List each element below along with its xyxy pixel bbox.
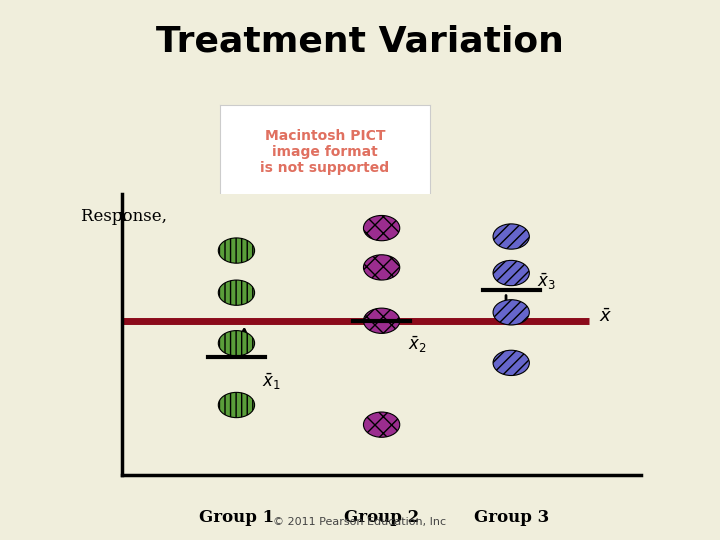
Text: Treatment Variation: Treatment Variation — [156, 24, 564, 58]
Ellipse shape — [493, 260, 529, 286]
Text: $\bar{x}_2$: $\bar{x}_2$ — [408, 335, 426, 355]
Ellipse shape — [218, 280, 255, 305]
Text: x: x — [118, 208, 127, 225]
Text: Group 3: Group 3 — [474, 509, 549, 526]
Text: $\bar{x}_3$: $\bar{x}_3$ — [537, 271, 556, 292]
Text: © 2011 Pearson Education, Inc: © 2011 Pearson Education, Inc — [274, 516, 446, 526]
Ellipse shape — [493, 350, 529, 375]
Ellipse shape — [364, 412, 400, 437]
Ellipse shape — [218, 393, 255, 417]
Ellipse shape — [364, 255, 400, 280]
Ellipse shape — [218, 330, 255, 356]
Text: Response,: Response, — [81, 208, 172, 225]
Ellipse shape — [493, 300, 529, 325]
Ellipse shape — [364, 215, 400, 241]
Text: Macintosh PICT
image format
is not supported: Macintosh PICT image format is not suppo… — [261, 129, 390, 176]
Ellipse shape — [364, 308, 400, 333]
Text: $\bar{x}$: $\bar{x}$ — [599, 308, 613, 326]
Text: $\bar{x}_1$: $\bar{x}_1$ — [262, 372, 282, 392]
Ellipse shape — [218, 238, 255, 263]
Text: Group 2: Group 2 — [344, 509, 419, 526]
Text: Group 1: Group 1 — [199, 509, 274, 526]
Ellipse shape — [493, 224, 529, 249]
